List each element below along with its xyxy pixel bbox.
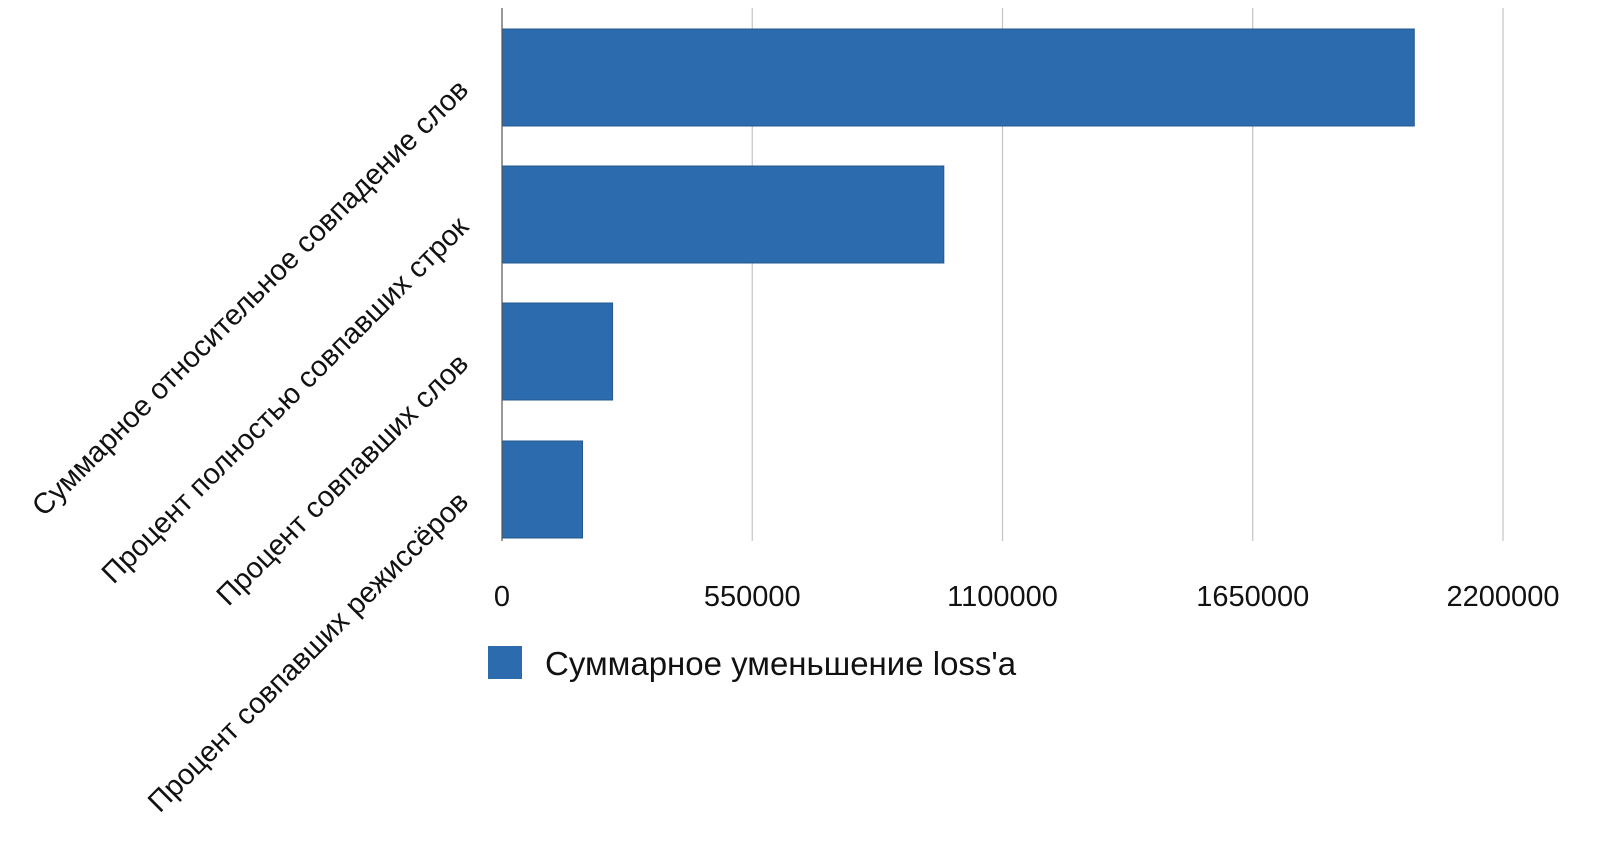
bar [501, 302, 614, 401]
x-tick-label: 550000 [704, 581, 801, 613]
bar [501, 28, 1415, 127]
category-labels: Суммарное относительное совпадение словП… [26, 74, 475, 819]
legend-label: Суммарное уменьшение loss'a [545, 645, 1017, 682]
x-tick-label: 1650000 [1196, 581, 1309, 613]
bars [501, 28, 1415, 539]
x-tick-label: 1100000 [947, 581, 1058, 613]
x-tick-label: 2200000 [1447, 581, 1560, 613]
legend-swatch [488, 646, 522, 679]
category-label: Процент совпавших слов [211, 348, 475, 612]
x-tick-label: 0 [494, 581, 510, 613]
x-tick-labels: 0 550000 1100000 1650000 2200000 [494, 581, 1560, 613]
bar [501, 440, 584, 539]
legend: Суммарное уменьшение loss'a [488, 645, 1017, 682]
bar [501, 165, 945, 264]
